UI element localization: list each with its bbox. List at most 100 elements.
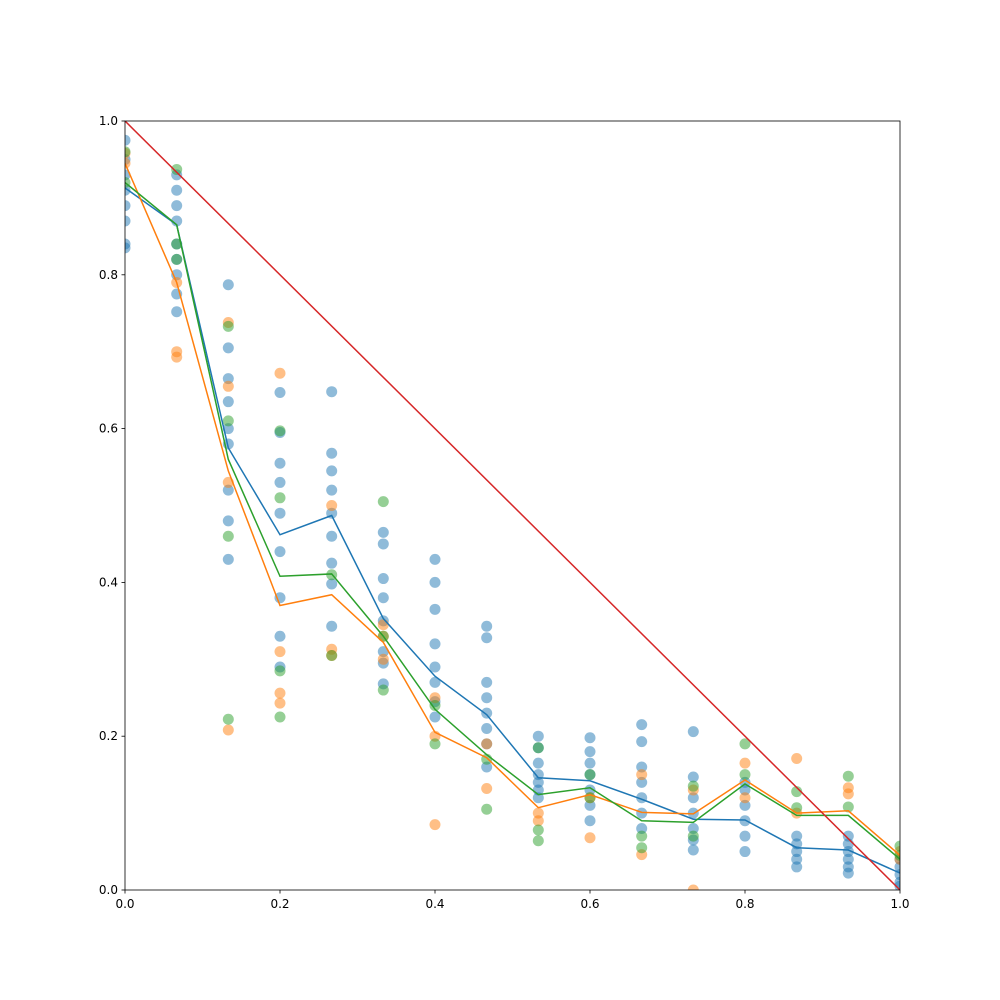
point xyxy=(687,822,699,834)
point xyxy=(481,723,493,735)
point xyxy=(739,792,751,804)
x-tick-label: 1.0 xyxy=(890,897,909,911)
point xyxy=(326,578,338,590)
line xyxy=(125,162,900,856)
point xyxy=(429,711,441,723)
point xyxy=(429,819,441,831)
point xyxy=(274,386,286,398)
point xyxy=(636,736,648,748)
point xyxy=(377,684,389,696)
point xyxy=(842,867,854,879)
point xyxy=(687,844,699,856)
plot-frame xyxy=(124,120,901,891)
point xyxy=(429,692,441,704)
point xyxy=(687,884,699,890)
point xyxy=(687,780,699,792)
point xyxy=(739,738,751,750)
point xyxy=(739,830,751,842)
point xyxy=(791,753,803,765)
point xyxy=(739,784,751,796)
point xyxy=(429,553,441,565)
point xyxy=(274,630,286,642)
x-tick-label: 0.0 xyxy=(115,897,134,911)
point xyxy=(125,215,131,227)
point xyxy=(125,134,131,146)
point xyxy=(429,676,441,688)
y-tick-label: 0.0 xyxy=(99,883,118,897)
line xyxy=(125,181,900,860)
point xyxy=(274,367,286,379)
point xyxy=(842,853,854,865)
x-tick-label: 0.2 xyxy=(270,897,289,911)
point xyxy=(274,697,286,709)
point xyxy=(842,801,854,813)
point xyxy=(171,184,183,196)
point xyxy=(429,699,441,711)
point xyxy=(584,732,596,744)
point xyxy=(584,832,596,844)
point xyxy=(791,853,803,865)
point xyxy=(584,799,596,811)
point xyxy=(429,738,441,750)
point xyxy=(326,386,338,398)
point xyxy=(222,380,234,392)
point xyxy=(274,546,286,558)
point xyxy=(842,788,854,800)
point xyxy=(584,792,596,804)
point xyxy=(532,776,544,788)
point xyxy=(636,807,648,819)
point xyxy=(274,457,286,469)
point xyxy=(274,646,286,658)
x-tick-label: 0.8 xyxy=(735,897,754,911)
x-tick-label: 0.4 xyxy=(425,897,444,911)
point xyxy=(584,746,596,758)
point xyxy=(326,465,338,477)
point xyxy=(687,830,699,842)
point xyxy=(636,776,648,788)
y-tick-label: 0.2 xyxy=(99,729,118,743)
y-tick-label: 0.8 xyxy=(99,268,118,282)
point xyxy=(222,396,234,408)
point xyxy=(171,351,183,363)
point xyxy=(739,846,751,858)
point xyxy=(429,661,441,673)
point xyxy=(326,557,338,569)
line xyxy=(125,187,900,874)
x-tick-label: 0.6 xyxy=(580,897,599,911)
point xyxy=(791,861,803,873)
point xyxy=(274,492,286,504)
point xyxy=(171,200,183,212)
point xyxy=(791,846,803,858)
point xyxy=(636,769,648,781)
point xyxy=(791,830,803,842)
point xyxy=(222,515,234,527)
point xyxy=(274,425,286,437)
point xyxy=(481,620,493,632)
point xyxy=(687,792,699,804)
point xyxy=(481,692,493,704)
point xyxy=(171,306,183,318)
point xyxy=(532,757,544,769)
point xyxy=(481,676,493,688)
point xyxy=(222,423,234,435)
point xyxy=(636,761,648,773)
point xyxy=(274,592,286,604)
point xyxy=(326,447,338,459)
point xyxy=(222,530,234,542)
point xyxy=(377,526,389,538)
point xyxy=(326,500,338,511)
y-tick-label: 0.6 xyxy=(99,422,118,436)
point xyxy=(377,592,389,604)
point xyxy=(532,824,544,836)
point xyxy=(222,484,234,496)
point xyxy=(584,757,596,769)
point xyxy=(171,253,183,265)
point xyxy=(842,830,854,842)
y-tick-label: 0.4 xyxy=(99,575,118,589)
point xyxy=(222,373,234,385)
point xyxy=(171,238,183,250)
point xyxy=(481,761,493,773)
point xyxy=(636,719,648,731)
point xyxy=(274,507,286,519)
line xyxy=(125,121,900,890)
